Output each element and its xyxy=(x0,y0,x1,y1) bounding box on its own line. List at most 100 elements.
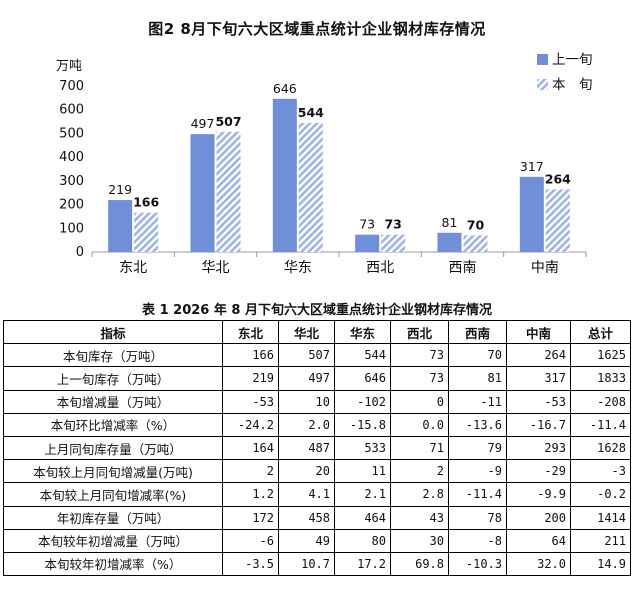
x-category-label: 东北 xyxy=(119,260,147,276)
y-tick-label: 300 xyxy=(59,174,84,189)
table-cell: -6 xyxy=(222,528,279,553)
table-cell: 17.2 xyxy=(334,551,391,577)
table-cell: -11.4 xyxy=(570,412,631,437)
data-label: 166 xyxy=(133,195,159,210)
table-cell: 64 xyxy=(506,528,571,553)
bar-previous xyxy=(437,232,462,252)
table-cell: 1414 xyxy=(570,505,631,530)
table-cell: 10.7 xyxy=(278,551,335,577)
table-row: 本旬较上月同旬增减量(万吨) 2 20 11 2 -9 -29 -3 xyxy=(3,459,631,484)
table-header-cell: 指标 xyxy=(3,319,223,345)
table-cell: 71 xyxy=(390,435,449,461)
table-cell: -8 xyxy=(448,528,507,553)
y-tick-label: 100 xyxy=(59,221,84,236)
table-body: 本旬库存（万吨） 166 507 544 73 70 264 1625 上一旬库存（万吨） 219… xyxy=(3,343,631,577)
data-label: 317 xyxy=(520,159,544,174)
inventory-table: 指标 东北 华北 华东 西北 西南 中南 总计 本旬库存（万吨） 166 507 544 73 70 26… xyxy=(3,319,631,577)
table-header-cell: 总计 xyxy=(570,319,631,345)
x-category-label: 华北 xyxy=(202,260,230,276)
table-header-cell: 西南 xyxy=(448,319,507,345)
row-label: 上一旬库存（万吨） xyxy=(3,366,223,391)
bar-previous xyxy=(108,200,133,252)
data-label: 264 xyxy=(545,171,571,186)
y-tick-label: 500 xyxy=(59,126,84,141)
bar-current xyxy=(134,212,159,252)
table-cell: -24.2 xyxy=(222,412,279,437)
table-cell: -208 xyxy=(570,389,631,414)
table-cell: 164 xyxy=(222,435,279,461)
legend-label: 上一旬 xyxy=(552,52,593,68)
table-cell: 2 xyxy=(390,459,449,484)
row-label: 本旬较年初增减量（万吨） xyxy=(3,528,223,553)
table-cell: 264 xyxy=(506,343,571,368)
bar-current xyxy=(463,235,488,252)
table-title: 表 1 2026 年 8 月下旬六大区域重点统计企业钢材库存情况 xyxy=(142,303,492,318)
data-label: 73 xyxy=(384,217,401,232)
table-cell: 497 xyxy=(278,366,335,391)
data-label: 497 xyxy=(191,116,215,131)
bar-previous xyxy=(519,176,544,252)
table-cell: 4.1 xyxy=(278,482,335,507)
table-row: 本旬较年初增减量（万吨） -6 49 80 30 -8 64 211 xyxy=(3,528,631,553)
table-cell: 11 xyxy=(334,459,391,484)
legend-swatch xyxy=(537,54,548,65)
table-cell: 79 xyxy=(448,435,507,461)
table-cell: 1628 xyxy=(570,435,631,461)
row-label: 本旬较年初增减率（%） xyxy=(3,551,223,577)
table-cell: 80 xyxy=(334,528,391,553)
table-cell: 507 xyxy=(278,343,335,368)
table-cell: -102 xyxy=(334,389,391,414)
table-row: 上一旬库存（万吨） 219 497 646 73 81 317 1833 xyxy=(3,366,631,391)
table-cell: 172 xyxy=(222,505,279,530)
table-header-row: 指标 东北 华北 华东 西北 西南 中南 总计 xyxy=(3,319,631,345)
table-cell: -53 xyxy=(506,389,571,414)
table-cell: 2 xyxy=(222,459,279,484)
y-tick-label: 400 xyxy=(59,150,84,165)
bar-current xyxy=(298,122,323,252)
row-label: 上月同旬库存量（万吨） xyxy=(3,435,223,461)
table-cell: -11.4 xyxy=(448,482,507,507)
table-cell: 10 xyxy=(278,389,335,414)
table-cell: 533 xyxy=(334,435,391,461)
row-label: 本旬库存（万吨） xyxy=(3,343,223,368)
x-category-label: 西北 xyxy=(366,260,394,276)
table-cell: 200 xyxy=(506,505,571,530)
table-header-cell: 中南 xyxy=(506,319,571,345)
table-cell: -11 xyxy=(448,389,507,414)
row-label: 本旬环比增减率（%） xyxy=(3,412,223,437)
table-cell: 464 xyxy=(334,505,391,530)
table-cell: -9.9 xyxy=(506,482,571,507)
data-label: 81 xyxy=(442,215,458,230)
table-cell: -9 xyxy=(448,459,507,484)
table-cell: 646 xyxy=(334,366,391,391)
table-cell: 293 xyxy=(506,435,571,461)
table-header-cell: 西北 xyxy=(390,319,449,345)
table-row: 本旬库存（万吨） 166 507 544 73 70 264 1625 xyxy=(3,343,631,368)
table-cell: 0.0 xyxy=(390,412,449,437)
data-label: 70 xyxy=(467,217,485,232)
table-cell: 544 xyxy=(334,343,391,368)
table-row: 上月同旬库存量（万吨） 164 487 533 71 79 293 1628 xyxy=(3,435,631,461)
y-axis-unit-label: 万吨 xyxy=(56,59,82,74)
y-tick-label: 700 xyxy=(59,79,84,94)
table-cell: 78 xyxy=(448,505,507,530)
table-cell: 458 xyxy=(278,505,335,530)
y-tick-label: 0 xyxy=(76,245,84,260)
table-cell: 69.8 xyxy=(390,551,449,577)
table-header-cell: 华东 xyxy=(334,319,391,345)
row-label: 本旬增减量（万吨） xyxy=(3,389,223,414)
x-category-label: 西南 xyxy=(449,260,477,276)
table-cell: -16.7 xyxy=(506,412,571,437)
table-cell: 1833 xyxy=(570,366,631,391)
table-row: 年初库存量（万吨） 172 458 464 43 78 200 1414 xyxy=(3,505,631,530)
table-row: 本旬较上月同旬增减率(%) 1.2 4.1 2.1 2.8 -11.4 -9.9 -0.2 xyxy=(3,482,631,507)
chart-title: 图2 8月下旬六大区域重点统计企业钢材库存情况 xyxy=(148,20,486,38)
table-row: 本旬环比增减率（%） -24.2 2.0 -15.8 0.0 -13.6 -16.7 -11.… xyxy=(3,412,631,437)
x-category-label: 中南 xyxy=(531,260,559,276)
bar-current xyxy=(216,131,241,252)
table-cell: 73 xyxy=(390,366,449,391)
data-label: 219 xyxy=(108,182,132,197)
table-cell: -29 xyxy=(506,459,571,484)
row-label: 本旬较上月同旬增减率(%) xyxy=(3,482,223,507)
